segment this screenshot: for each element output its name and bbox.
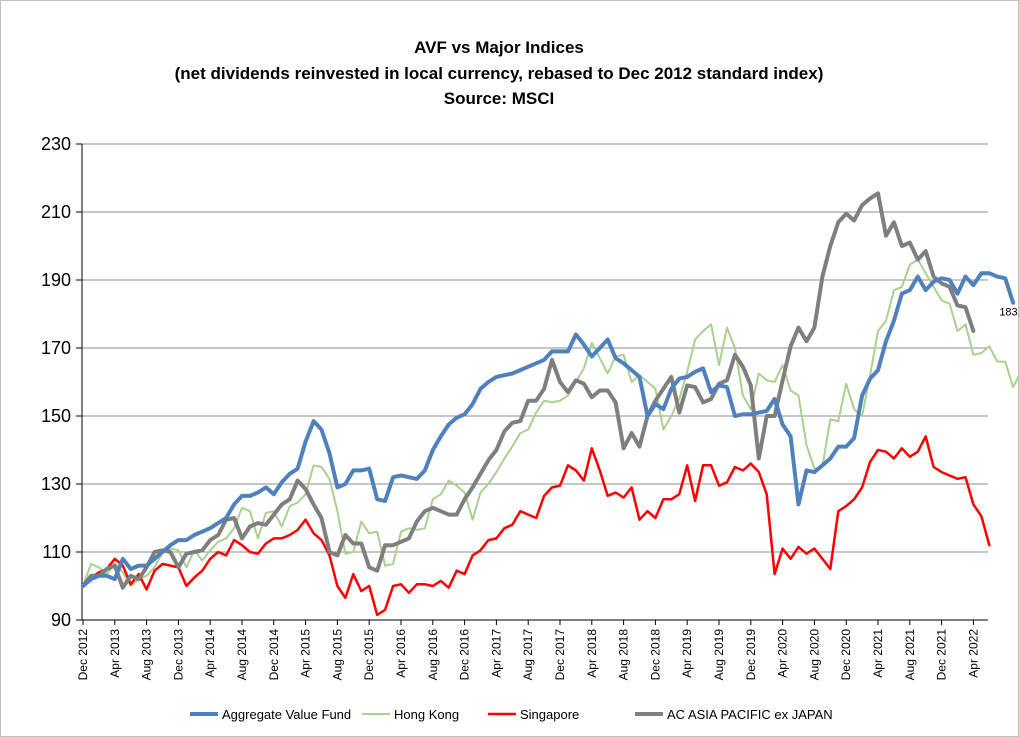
x-tick-label: Aug 2015 <box>330 629 344 681</box>
x-tick-label: Apr 2016 <box>394 629 408 678</box>
y-tick-label: 190 <box>41 270 71 290</box>
chart-title-line-1: AVF vs Major Indices <box>414 38 584 57</box>
x-tick-label: Dec 2020 <box>839 629 853 681</box>
x-axis-ticks: Dec 2012 Apr 2013 Aug 2013 Dec 2013 Apr 2014… <box>76 620 980 680</box>
x-tick-label: Apr 2018 <box>585 629 599 678</box>
x-tick-label: Apr 2014 <box>203 629 217 678</box>
legend-label: AC ASIA PACIFIC ex JAPAN <box>667 707 833 722</box>
x-tick-label: Dec 2014 <box>267 629 281 681</box>
x-tick-label: Aug 2020 <box>807 629 821 681</box>
x-tick-label: Apr 2019 <box>680 629 694 678</box>
y-tick-label: 210 <box>41 202 71 222</box>
grid-layer <box>81 143 988 621</box>
series-line-ac-asia-pacific-ex-japan <box>81 191 976 590</box>
x-tick-label: Dec 2013 <box>171 629 185 681</box>
series-line-hong-kong <box>82 258 1019 587</box>
x-tick-label: Aug 2016 <box>426 629 440 681</box>
chart-title-line-3: Source: MSCI <box>444 89 555 108</box>
x-tick-label: Apr 2022 <box>966 629 980 678</box>
x-tick-label: Aug 2014 <box>235 629 249 681</box>
y-tick-label: 150 <box>41 406 71 426</box>
series-line-aggregate-value-fund <box>81 271 1016 588</box>
x-tick-label: Dec 2012 <box>76 629 90 681</box>
legend-label: Hong Kong <box>394 707 459 722</box>
chart-title-line-2: (net dividends reinvested in local curre… <box>175 64 824 83</box>
x-tick-label: Dec 2017 <box>553 629 567 681</box>
x-tick-label: Dec 2016 <box>458 629 472 681</box>
y-tick-label: 110 <box>42 542 71 562</box>
y-tick-label: 90 <box>51 610 71 630</box>
series-line-singapore <box>81 435 991 617</box>
x-tick-label: Dec 2015 <box>362 629 376 681</box>
x-tick-label: Dec 2021 <box>935 629 949 681</box>
data-label-last-value: 183.32 <box>999 307 1019 319</box>
x-tick-label: Aug 2017 <box>521 629 535 681</box>
x-tick-label: Apr 2015 <box>299 629 313 678</box>
y-tick-label: 230 <box>41 134 71 154</box>
y-axis-ticks: 90 110 130 150 170 190 210 230 <box>41 134 82 630</box>
series-layer <box>81 191 1019 617</box>
y-tick-label: 130 <box>41 474 71 494</box>
x-tick-label: Dec 2018 <box>648 629 662 681</box>
x-tick-label: Aug 2013 <box>140 629 154 681</box>
x-tick-label: Apr 2020 <box>776 629 790 678</box>
annotation-layer: 183.32 <box>999 307 1019 319</box>
x-tick-label: Apr 2017 <box>489 629 503 678</box>
legend: Aggregate Value Fund Hong Kong Singapore AC… <box>190 707 833 722</box>
legend-label: Aggregate Value Fund <box>222 707 351 722</box>
x-tick-label: Apr 2013 <box>108 629 122 678</box>
x-tick-label: Aug 2018 <box>617 629 631 681</box>
x-tick-label: Aug 2019 <box>712 629 726 681</box>
x-tick-label: Dec 2019 <box>744 629 758 681</box>
y-tick-label: 170 <box>41 338 71 358</box>
x-tick-label: Apr 2021 <box>871 629 885 678</box>
legend-label: Singapore <box>520 707 579 722</box>
x-tick-label: Aug 2021 <box>903 629 917 681</box>
